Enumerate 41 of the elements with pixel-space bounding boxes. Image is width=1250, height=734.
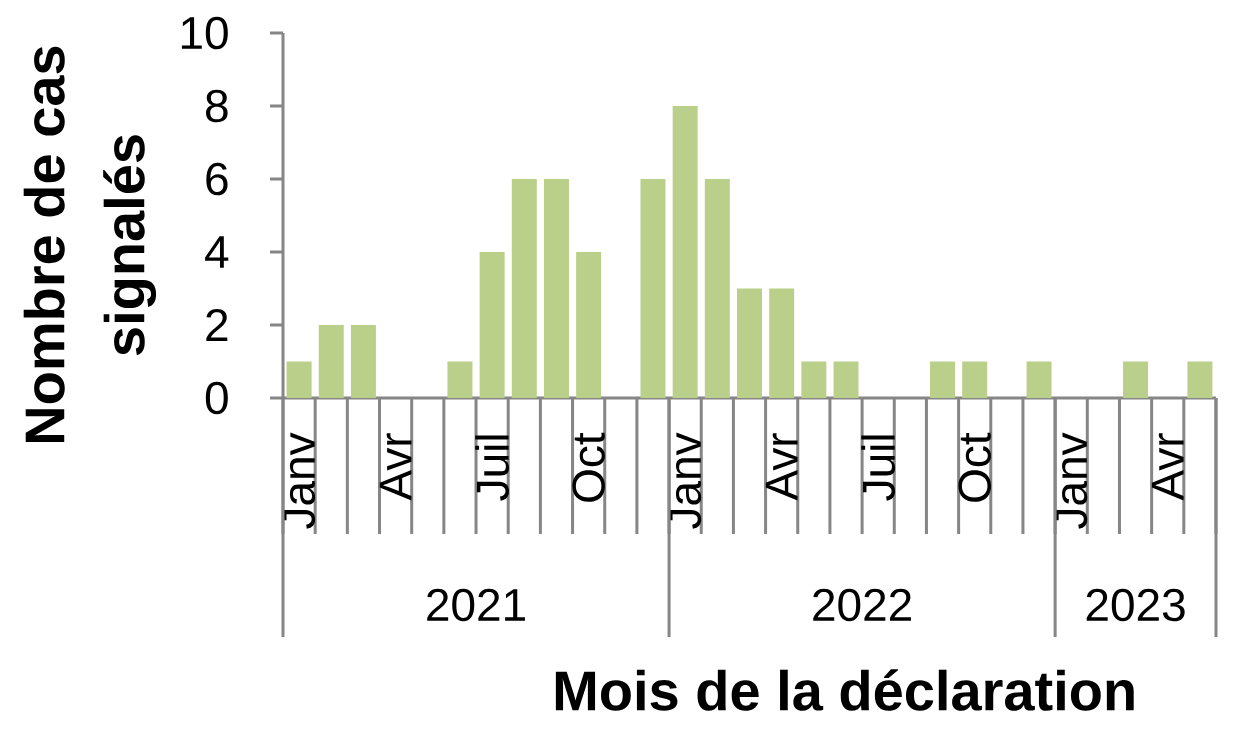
text: 2022 xyxy=(813,588,911,622)
bar xyxy=(1187,361,1213,398)
y-tick-label: 8 xyxy=(206,89,228,123)
x-tick-label: Janv xyxy=(669,432,702,529)
x-tick-label: Avr xyxy=(1151,433,1184,501)
x-axis-title: Mois de la déclaration xyxy=(555,669,1134,711)
y-tick-label: 2 xyxy=(206,308,228,342)
y-tick-label: 6 xyxy=(206,162,228,196)
bar xyxy=(447,361,473,398)
bar xyxy=(1026,361,1052,398)
x-tick-label: Avr xyxy=(765,433,798,501)
text: 2021 xyxy=(427,588,525,622)
bar xyxy=(640,178,666,398)
x-tick-label: Janv xyxy=(1055,432,1088,529)
bar xyxy=(1123,361,1149,398)
x-tick-label: Janv xyxy=(283,432,316,529)
bar xyxy=(930,361,956,398)
bar xyxy=(769,288,795,398)
y-tick-label: 4 xyxy=(205,236,229,268)
y-tick-label: 10 xyxy=(181,16,228,50)
bar xyxy=(318,325,344,398)
bar xyxy=(511,178,537,398)
y-axis-title: Nombre de cas signalés xyxy=(23,46,157,443)
bar xyxy=(479,251,505,398)
bar xyxy=(737,288,762,398)
bar xyxy=(543,178,569,398)
x-tick-label: Juil xyxy=(475,435,509,501)
text: 2023 xyxy=(1086,588,1185,622)
x-tick-label: Oct xyxy=(572,432,605,502)
bar xyxy=(704,178,730,398)
bar xyxy=(672,105,698,398)
bar xyxy=(286,361,312,398)
bar xyxy=(350,325,376,398)
bar xyxy=(576,251,602,398)
x-tick-label: Juil xyxy=(861,435,896,501)
bar xyxy=(833,361,859,398)
x-tick-label: Avr xyxy=(379,433,412,501)
bar xyxy=(962,361,988,398)
x-tick-label: Oct xyxy=(958,432,991,502)
y-tick-label: 0 xyxy=(205,381,228,415)
bar xyxy=(801,361,827,398)
